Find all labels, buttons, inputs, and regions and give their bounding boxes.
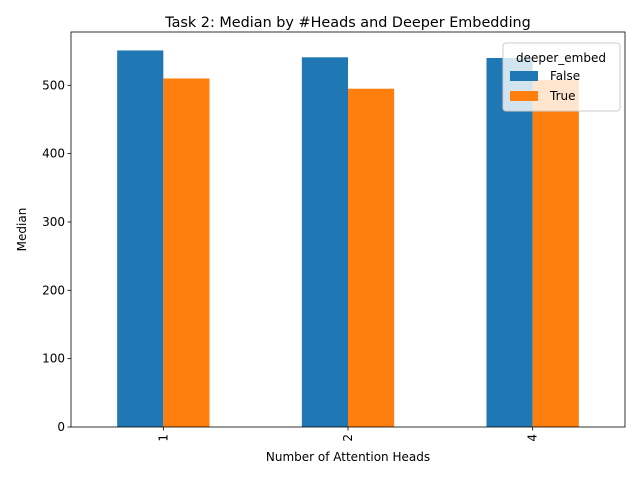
x-tick-label: 2	[341, 434, 355, 442]
y-axis-label: Median	[15, 208, 29, 252]
y-tick-label: 200	[42, 283, 65, 297]
bar-false-1	[117, 50, 164, 427]
y-tick-label: 100	[42, 352, 65, 366]
bar-false-2	[301, 57, 348, 428]
y-tick-label: 300	[42, 215, 65, 229]
y-tick-label: 500	[42, 78, 65, 92]
y-tick-label: 0	[57, 420, 65, 434]
x-tick-label: 1	[156, 434, 170, 442]
legend-swatch-true	[510, 91, 538, 101]
y-axis: 0 100 200 300 400 500	[42, 78, 71, 434]
y-tick-label: 400	[42, 147, 65, 161]
legend-label-true: True	[549, 89, 576, 103]
legend: deeper_embed False True	[502, 42, 621, 112]
legend-title: deeper_embed	[516, 51, 606, 65]
bar-false-4	[486, 57, 533, 427]
bar-true-1	[163, 78, 210, 428]
x-tick-label: 4	[526, 434, 540, 442]
bar-true-2	[348, 88, 395, 428]
x-axis: 1 2 4	[156, 427, 540, 442]
x-axis-label: Number of Attention Heads	[266, 450, 430, 464]
legend-label-false: False	[550, 69, 580, 83]
legend-swatch-false	[510, 71, 538, 81]
chart-title: Task 2: Median by #Heads and Deeper Embe…	[164, 15, 531, 31]
bar-true-4	[532, 79, 579, 427]
bars-group	[117, 50, 579, 428]
